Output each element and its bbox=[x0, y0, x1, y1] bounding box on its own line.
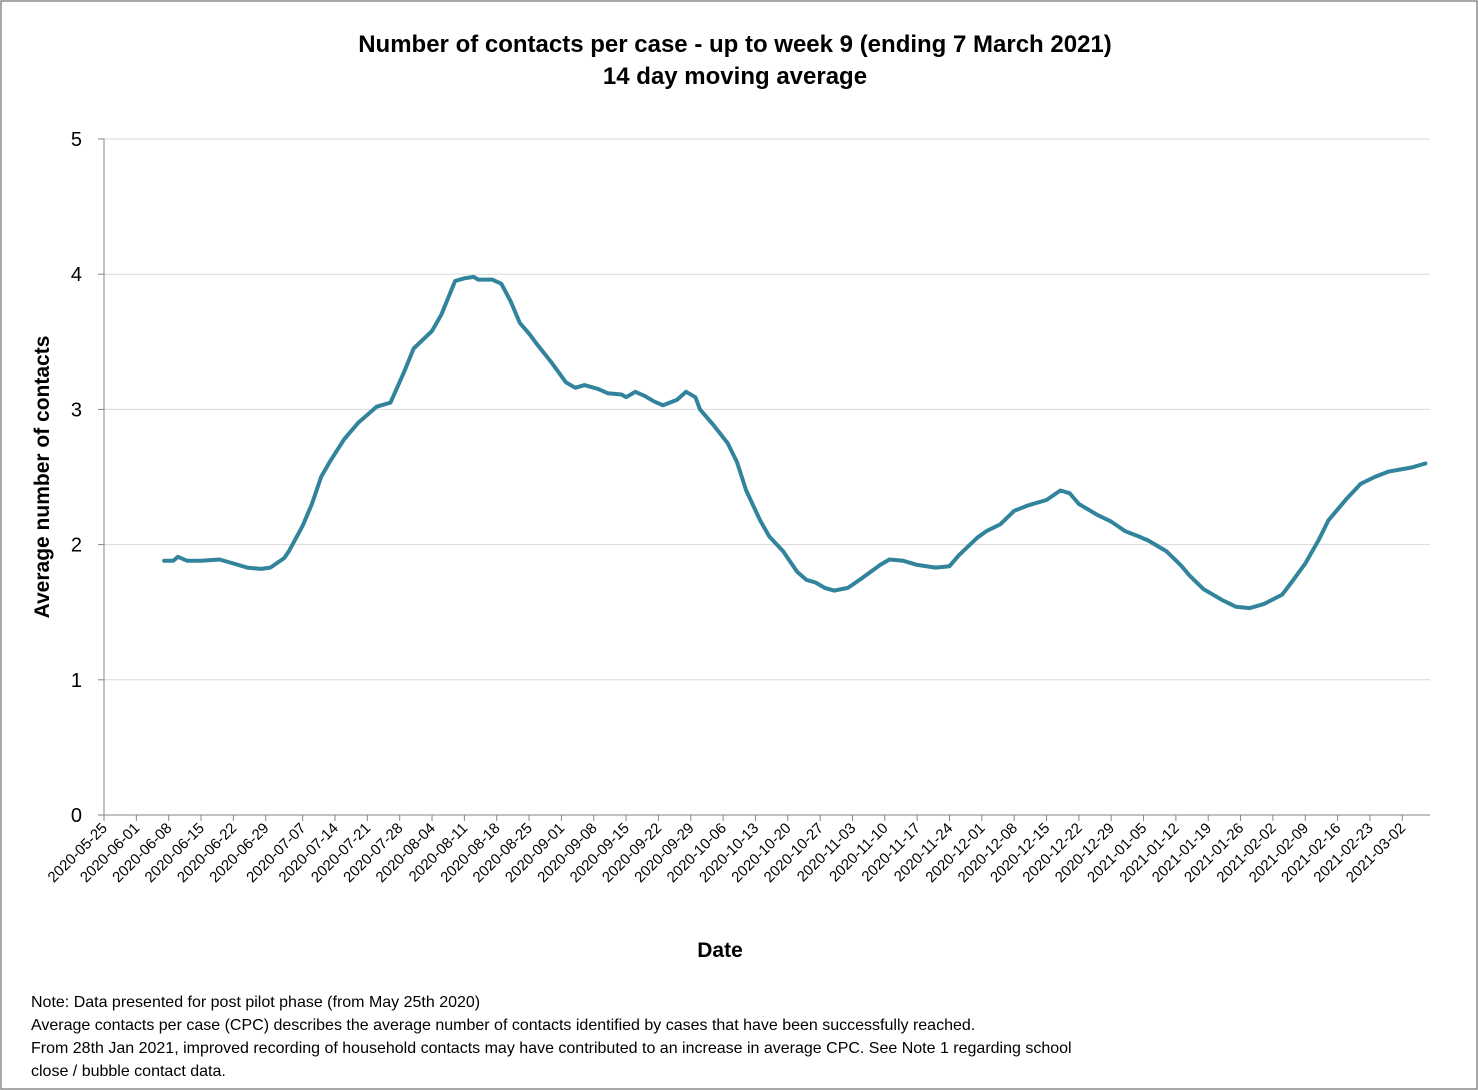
chart-title: Number of contacts per case - up to week… bbox=[358, 31, 1112, 58]
note: Average contacts per case (CPC) describe… bbox=[31, 1017, 975, 1034]
note: Note: Data presented for post pilot phas… bbox=[31, 994, 480, 1011]
y-tick-label: 2 bbox=[71, 535, 82, 557]
y-tick-label: 0 bbox=[71, 805, 82, 827]
note: From 28th Jan 2021, improved recording o… bbox=[31, 1040, 1072, 1057]
data-line bbox=[162, 274, 1428, 611]
y-tick-label: 5 bbox=[71, 129, 82, 151]
y-tick-label: 3 bbox=[71, 399, 82, 421]
note: close / bubble contact data. bbox=[31, 1063, 226, 1080]
x-axis-title: Date bbox=[697, 939, 743, 962]
chart-subtitle: 14 day moving average bbox=[603, 63, 867, 90]
y-axis-title: Average number of contacts bbox=[31, 336, 54, 619]
y-tick-label: 1 bbox=[71, 670, 82, 692]
y-tick-label: 4 bbox=[71, 264, 82, 286]
